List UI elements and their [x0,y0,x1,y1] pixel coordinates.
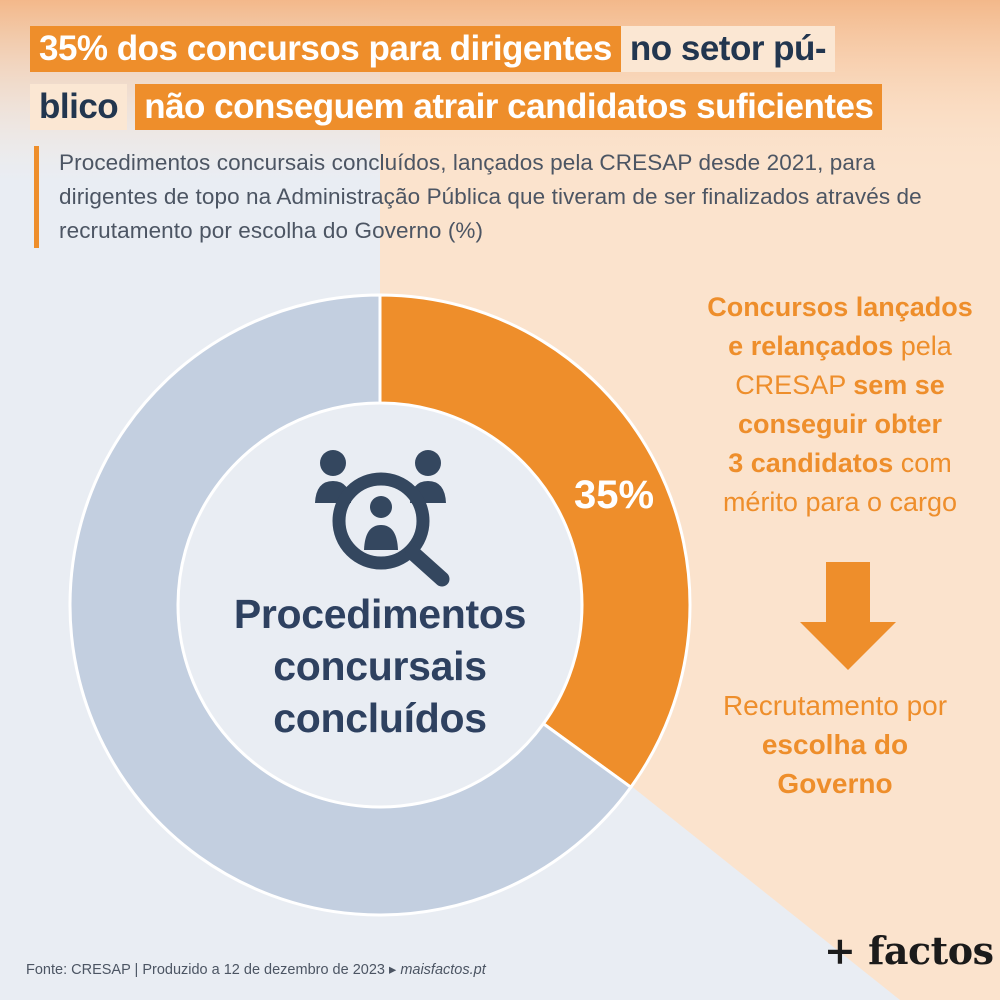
people-search-icon [315,450,450,587]
subtitle: Procedimentos concursais concluídos, lan… [34,146,969,248]
value-label: 35% [574,473,654,517]
annotation-part: conseguir obter [737,409,943,439]
annotation-part: mérito para o cargo [722,487,958,517]
annotation-part: sem se [853,370,945,400]
result-part: Governo [777,768,893,799]
footer-source: Fonte: CRESAP | Produzido a 12 de dezemb… [26,962,486,978]
result-part: escolha do [761,729,909,760]
annotation-part: pela [893,331,952,361]
annotation-part: Concursos lançados [707,292,973,322]
title-line-1: 35% dos concursos para dirigentes no seto… [30,26,836,72]
center-label-line: Procedimentos [233,591,527,637]
center-label-line: concursais [273,643,487,689]
title-line-2: blico não conseguem atrair candidatos suf… [30,84,883,130]
donut-hole [170,395,590,815]
footer-source-text: Fonte: CRESAP | Produzido a 12 de dezemb… [26,962,401,978]
title-part: no setor pú- [620,26,836,72]
annotation-part: 3 candidatos [728,448,894,478]
footer-site: maisfactos.pt [400,962,486,978]
title-part: não conseguem atrair candidatos suficien… [135,84,883,130]
title-part: blico [30,84,128,130]
center-label-line: concluídos [273,695,487,741]
factos-logo: + factos [824,928,994,973]
annotation-text: Concursos lançados e relançados pela CRE… [690,288,990,522]
annotation-part: com [893,448,952,478]
result-part: Recrutamento por [722,690,948,721]
title-part: 35% dos concursos para dirigentes [30,26,621,72]
annotation-part: CRESAP [735,370,854,400]
donut-slice [378,293,692,790]
donut-center-label: Procedimentos concursais concluídos [190,588,570,744]
arrow-down-icon [800,562,896,670]
result-text: Recrutamento por escolha do Governo [700,686,970,803]
donut-slice [68,293,633,917]
annotation-part: e relançados [728,331,894,361]
